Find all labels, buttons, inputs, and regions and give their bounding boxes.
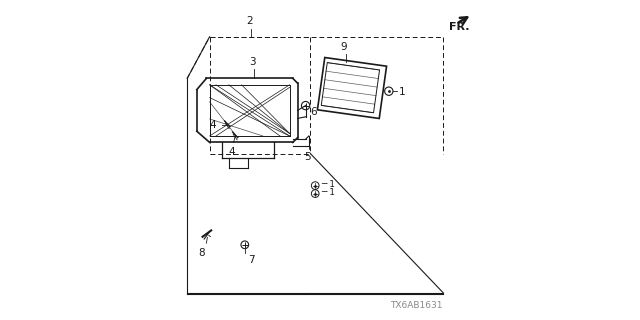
Text: 3: 3 xyxy=(250,57,256,67)
Text: 9: 9 xyxy=(340,42,348,52)
Text: ─ 1: ─ 1 xyxy=(321,188,335,197)
Text: 2: 2 xyxy=(246,16,253,26)
Text: TX6AB1631: TX6AB1631 xyxy=(390,301,443,310)
Text: 8: 8 xyxy=(198,248,205,258)
Text: 6: 6 xyxy=(310,107,316,117)
Text: 1: 1 xyxy=(398,87,405,97)
Text: 7: 7 xyxy=(248,255,255,265)
Text: FR.: FR. xyxy=(449,21,469,32)
Text: 5: 5 xyxy=(304,152,310,162)
Text: 4: 4 xyxy=(209,120,216,131)
Text: ─ 1: ─ 1 xyxy=(321,180,335,189)
Text: 4: 4 xyxy=(228,147,236,156)
